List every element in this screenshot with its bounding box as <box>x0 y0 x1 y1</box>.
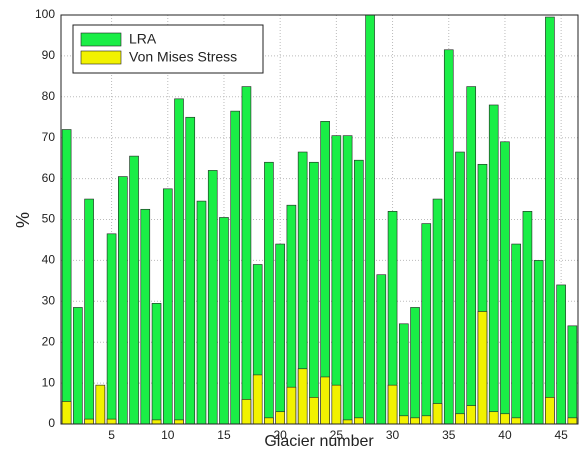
bar <box>264 161 274 425</box>
x-tick-label: 35 <box>442 428 456 442</box>
bar <box>219 217 229 425</box>
bar <box>511 243 521 425</box>
y-tick-label: 30 <box>42 293 56 307</box>
bar <box>84 418 94 425</box>
y-tick-label: 0 <box>48 416 55 430</box>
bar <box>118 176 128 425</box>
bar <box>309 161 319 425</box>
bar <box>410 307 420 425</box>
x-axis-label: Glacier number <box>264 433 374 450</box>
bar <box>466 86 477 425</box>
bar <box>398 323 409 425</box>
bar <box>140 208 151 425</box>
bar <box>488 411 499 425</box>
bar <box>196 200 207 425</box>
bar <box>297 368 308 425</box>
bar <box>252 374 263 425</box>
x-tick-label: 25 <box>330 428 344 442</box>
bar <box>174 98 184 425</box>
y-tick-label: 40 <box>42 253 56 267</box>
bar <box>387 384 398 425</box>
bar <box>162 188 173 425</box>
bar <box>61 401 72 425</box>
bar <box>264 417 274 425</box>
y-tick-label: 100 <box>35 7 55 21</box>
bar <box>511 417 521 425</box>
bar <box>354 159 364 425</box>
bar <box>567 325 578 425</box>
bar <box>174 419 184 425</box>
bar <box>275 411 285 425</box>
bar <box>432 403 443 425</box>
plot-frame <box>60 14 579 425</box>
bar <box>207 170 218 425</box>
bar <box>432 198 443 425</box>
bar <box>106 418 117 425</box>
bar <box>421 223 432 425</box>
x-tick-label: 45 <box>554 428 568 442</box>
bar <box>241 399 252 425</box>
bar <box>556 284 566 425</box>
y-axis-label: % <box>13 212 33 228</box>
bar <box>398 415 409 425</box>
x-tick-label: 5 <box>108 428 115 442</box>
y-tick-label: 20 <box>42 334 56 348</box>
bar <box>106 233 117 425</box>
y-tick-label: 90 <box>42 48 56 62</box>
bar <box>61 129 72 425</box>
bar <box>230 110 241 425</box>
legend-label: Von Mises Stress <box>129 49 237 65</box>
x-tick-label: 15 <box>217 428 231 442</box>
bar <box>151 303 162 425</box>
y-tick-label: 50 <box>42 212 56 226</box>
bar <box>567 417 578 425</box>
bar <box>354 417 364 425</box>
bar <box>275 243 285 425</box>
bar <box>500 141 510 425</box>
bar <box>365 14 375 425</box>
y-tick-label: 80 <box>42 89 56 103</box>
bar <box>129 155 139 425</box>
bar <box>500 413 510 425</box>
bar <box>533 260 544 425</box>
bar <box>443 49 454 425</box>
legend-swatch <box>80 50 122 65</box>
bar <box>342 419 353 425</box>
bar <box>455 413 465 425</box>
bar <box>309 397 319 425</box>
bar <box>286 386 297 425</box>
bar <box>421 415 432 425</box>
legend-label: LRA <box>129 31 157 47</box>
bar <box>376 274 387 425</box>
bar <box>185 116 196 425</box>
x-tick-label: 40 <box>498 428 512 442</box>
bar <box>73 307 83 425</box>
y-tick-label: 60 <box>42 171 56 185</box>
bar <box>320 376 330 425</box>
bar <box>545 397 555 425</box>
bar <box>488 104 499 425</box>
bar <box>95 384 106 425</box>
bar <box>466 405 477 425</box>
x-tick-label: 10 <box>161 428 175 442</box>
bar <box>84 198 94 425</box>
bar <box>331 135 342 425</box>
bar <box>151 419 162 425</box>
bar <box>410 417 420 425</box>
bar <box>241 86 252 425</box>
x-tick-label: 30 <box>386 428 400 442</box>
legend-swatch <box>80 32 122 47</box>
bar <box>455 151 465 425</box>
y-tick-label: 70 <box>42 130 56 144</box>
bar <box>342 135 353 425</box>
x-tick-label: 20 <box>273 428 287 442</box>
bar <box>522 211 533 425</box>
bar <box>477 311 488 425</box>
bar <box>331 384 342 425</box>
bar <box>545 16 555 425</box>
y-tick-label: 10 <box>42 375 56 389</box>
